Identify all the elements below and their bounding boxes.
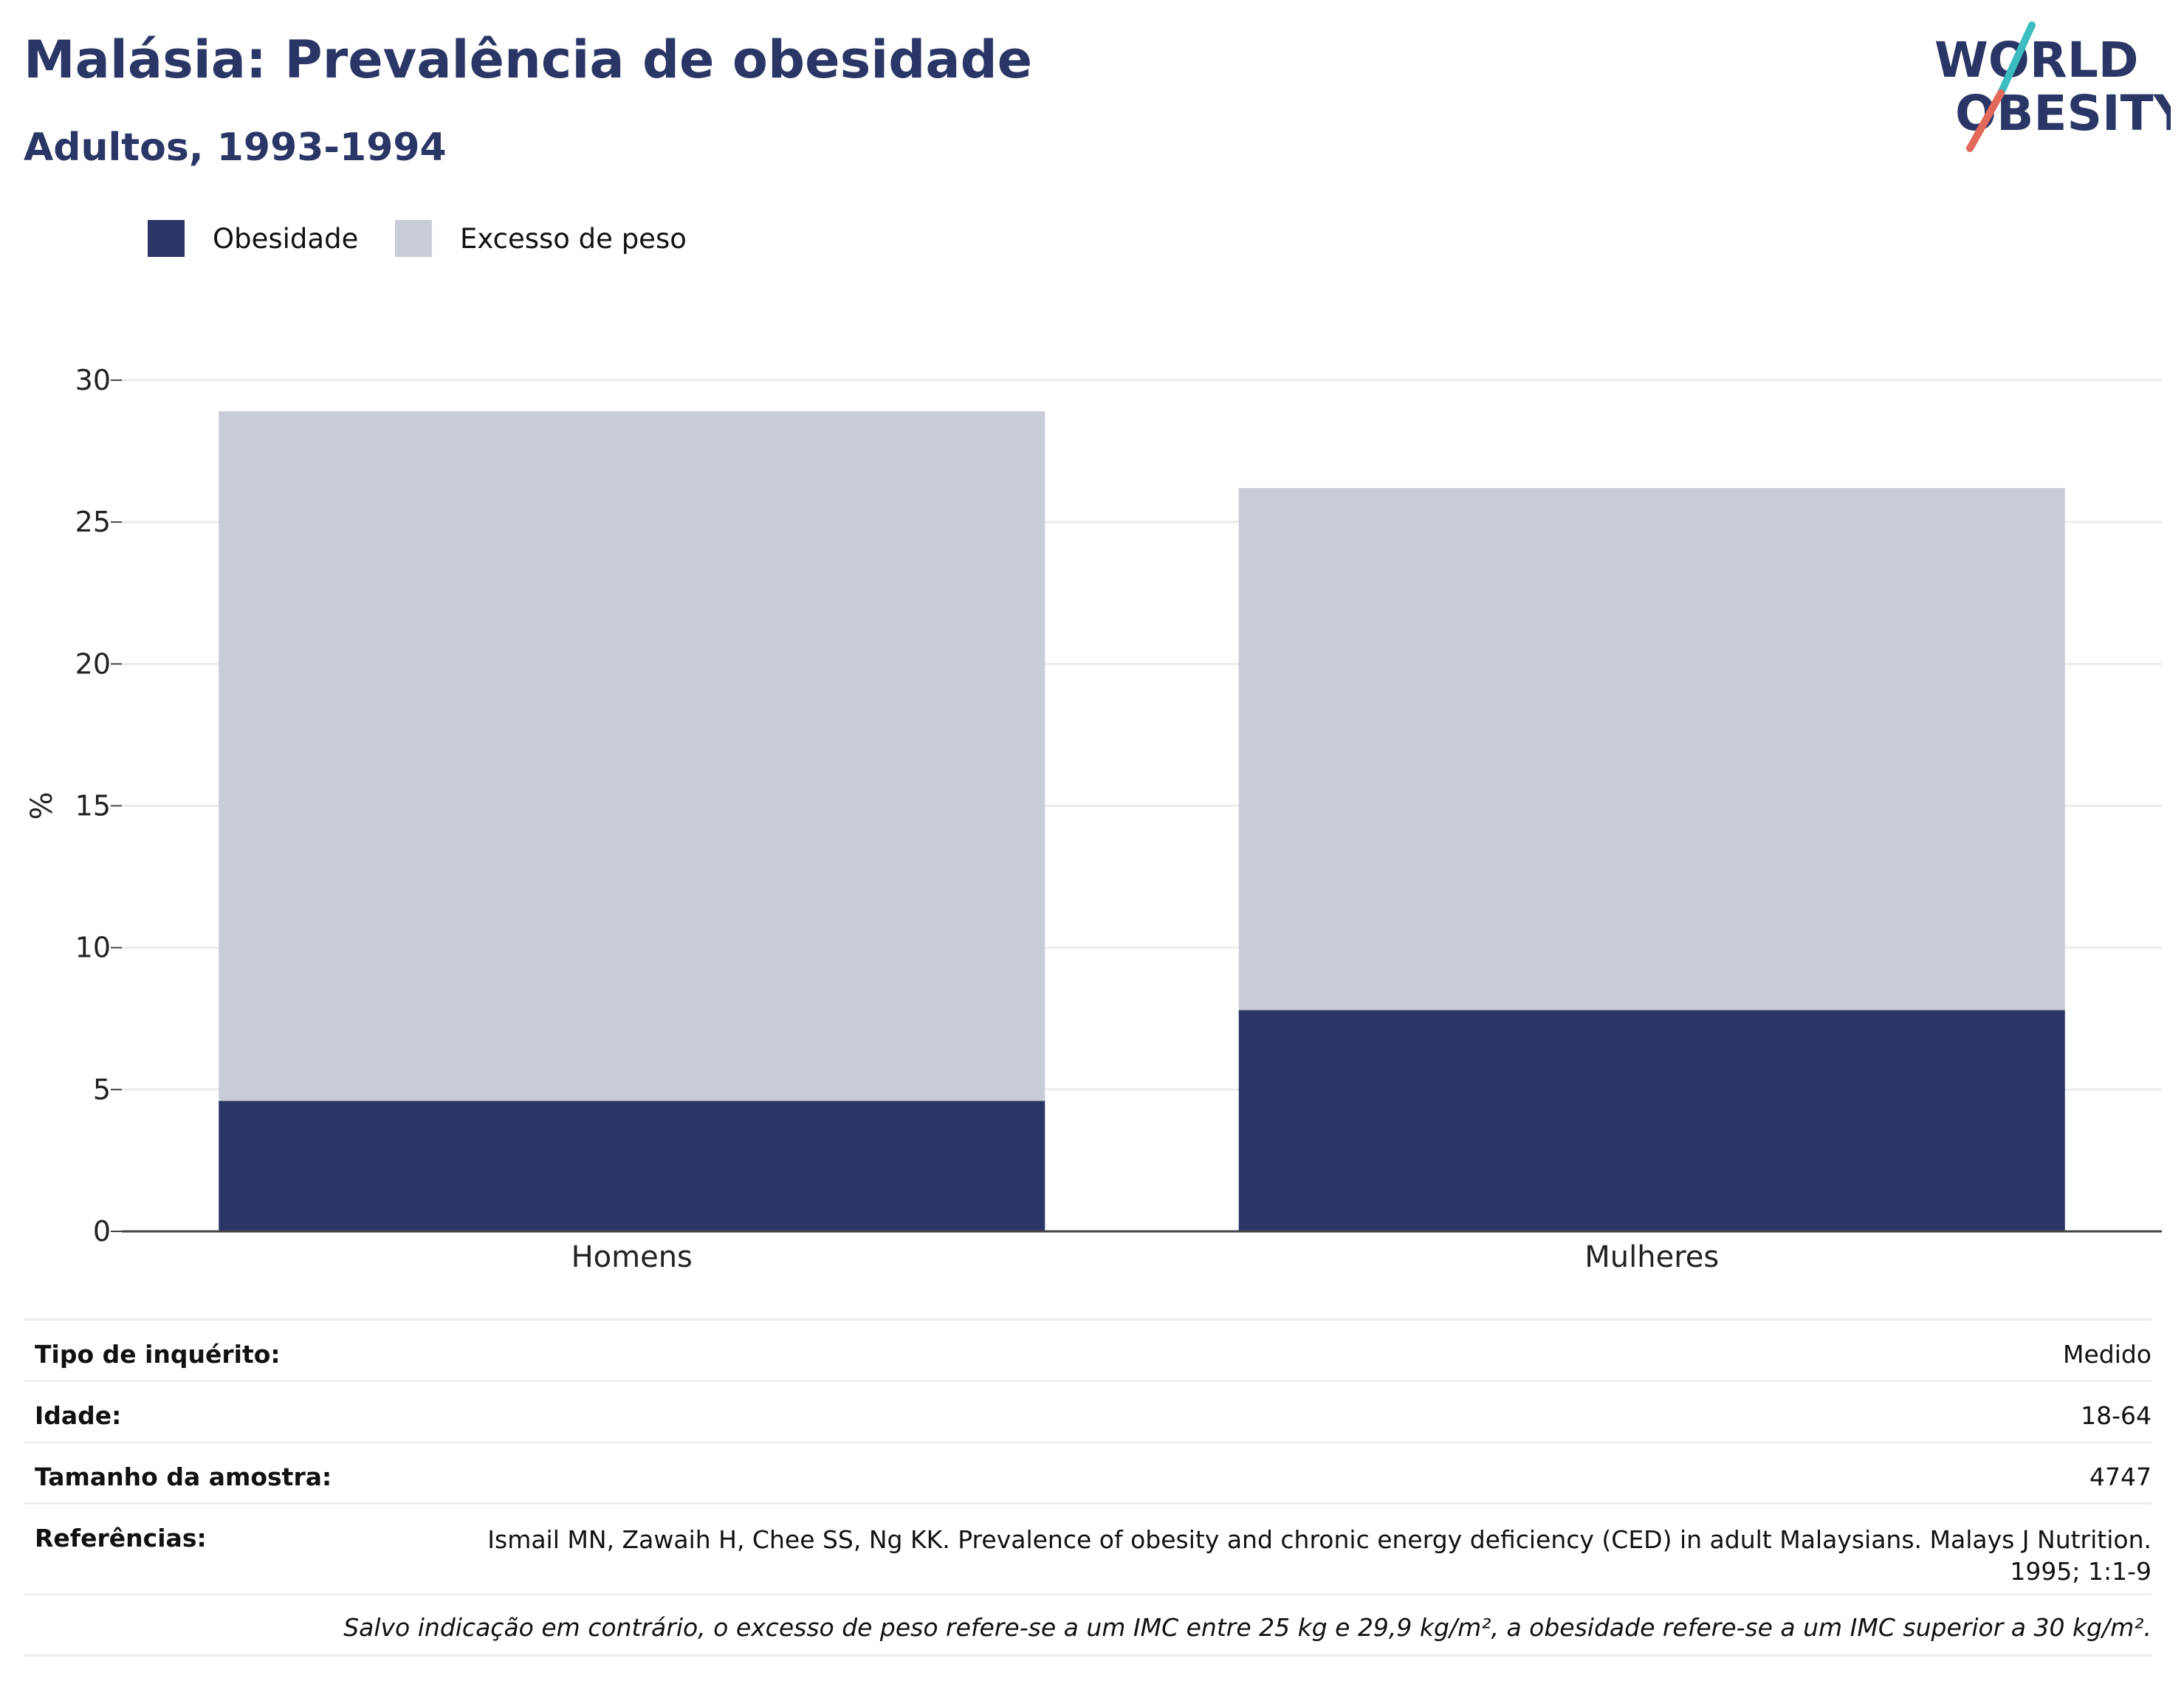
logo-line-world: WORLD <box>1934 32 2139 89</box>
y-tick-label: 5 <box>93 1073 111 1106</box>
logo-slash-bottom <box>1966 89 2005 152</box>
legend-label-obesidade: Obesidade <box>213 223 359 255</box>
survey-type-value: Medido <box>2062 1340 2152 1369</box>
survey-info-table: Tipo de inquérito: Medido Idade: 18-64 T… <box>24 1318 2152 1657</box>
bar-obesidade-homens <box>219 1101 1045 1231</box>
info-row-references: Referências: Ismail MN, Zawaih H, Chee S… <box>24 1502 2152 1593</box>
y-tick-label: 20 <box>75 647 111 680</box>
age-value: 18-64 <box>2081 1401 2152 1430</box>
info-row-survey-type: Tipo de inquérito: Medido <box>24 1318 2152 1380</box>
y-tick-label: 15 <box>75 790 111 822</box>
bar-excesso-de-peso-mulheres <box>1238 488 2065 1011</box>
footnote-text: Salvo indicação em contrário, o excesso … <box>343 1613 2152 1642</box>
y-tick-label: 25 <box>75 506 111 538</box>
y-axis-label: % <box>25 791 59 819</box>
info-row-sample-size: Tamanho da amostra: 4747 <box>24 1441 2152 1502</box>
survey-type-label: Tipo de inquérito: <box>35 1340 281 1369</box>
legend-swatch-obesidade <box>148 220 185 257</box>
legend-swatch-excesso-de-peso <box>395 220 432 257</box>
bar-obesidade-mulheres <box>1238 1010 2065 1231</box>
y-tick-label: 30 <box>75 364 111 396</box>
bar-excesso-de-peso-homens <box>219 411 1045 1101</box>
references-label: Referências: <box>35 1524 207 1553</box>
chart-title: Malásia: Prevalência de obesidade <box>24 30 1033 90</box>
y-tick-label: 0 <box>93 1215 111 1248</box>
logo-slash-top <box>1997 21 2036 97</box>
info-row-footnote: Salvo indicação em contrário, o excesso … <box>24 1593 2152 1657</box>
bar-chart: 0 5 10 15 20 25 30% Homens Mulheres <box>25 364 2162 1274</box>
world-obesity-logo: WORLD OBESITY <box>1934 21 2171 152</box>
legend-label-excesso-de-peso: Excesso de peso <box>460 223 687 255</box>
age-label: Idade: <box>35 1401 122 1430</box>
sample-size-value: 4747 <box>2089 1462 2152 1491</box>
chart-subtitle: Adultos, 1993-1994 <box>24 126 447 170</box>
y-tick-label: 10 <box>75 932 111 964</box>
info-row-age: Idade: 18-64 <box>24 1380 2152 1441</box>
sample-size-label: Tamanho da amostra: <box>35 1462 332 1491</box>
x-tick-label: Mulheres <box>1584 1240 1719 1274</box>
x-tick-label: Homens <box>571 1240 693 1274</box>
references-value: Ismail MN, Zawaih H, Chee SS, Ng KK. Pre… <box>487 1525 2152 1586</box>
